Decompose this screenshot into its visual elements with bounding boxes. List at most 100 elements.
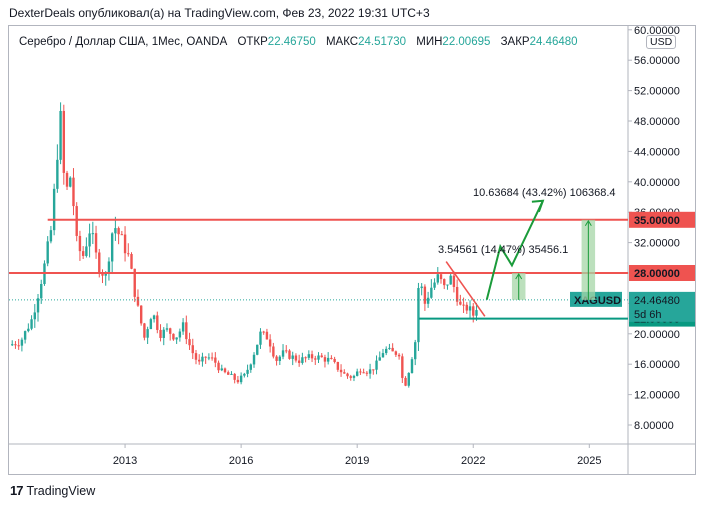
candle-body [143,323,146,338]
candle-body [101,273,104,276]
price-tick-label: 44.00000 [634,146,680,158]
time-tick-label: 2013 [113,455,137,467]
low-label: МИН [416,36,443,48]
candle-body [104,273,107,276]
candle-body [243,373,246,376]
candle-body [472,306,475,316]
candle-body [372,369,375,371]
candle-body [368,369,372,374]
price-tick-label: 40.00000 [634,177,680,189]
candle-body [430,287,433,298]
candle-body [175,337,178,340]
candle-body [59,110,62,160]
candle-body [397,354,401,357]
candle-body [417,288,420,343]
candle-body [336,362,340,370]
candle-body [65,172,69,187]
candle-body [462,304,465,306]
candle-body [252,354,256,365]
candle-body [259,331,262,345]
candle-body [52,188,56,231]
candle-body [62,110,66,173]
candle-body [204,356,207,358]
candle-body [194,353,198,360]
candle-body [185,322,188,340]
candle-body [146,329,149,338]
candle-body [275,356,278,361]
candle-body [281,350,285,357]
candle-body [249,364,252,370]
currency-button[interactable]: USD [646,35,677,49]
high-label: МАКС [325,36,359,48]
candle-body [191,345,194,354]
projection-arrow-head [515,273,523,280]
candle-body [265,331,269,340]
candle-body [152,315,156,320]
candle-body [385,348,388,354]
candle-body [88,233,91,247]
candle-body [333,358,336,363]
candle-body [117,228,120,235]
candle-body [11,344,14,346]
candle-body [14,344,17,346]
candle-body [139,305,143,324]
candle-body [420,286,423,289]
candle-body [310,354,314,359]
candle-body [326,357,330,362]
tradingview-footer: 17 TradingView [10,483,95,498]
candle-body [449,275,452,285]
candle-body [178,331,182,338]
candle-body [33,312,36,320]
candle-body [436,274,439,283]
range-annotation-large: 10.63684 (43.42%) 106368.4 [473,187,616,199]
candle-body [407,372,410,386]
candle-body [40,284,43,299]
time-tick-label: 2019 [345,455,369,467]
candle-body [349,376,352,378]
chart-frame [8,25,696,475]
candle-body [362,372,365,374]
candle-body [27,328,30,332]
candle-body [159,329,162,338]
price-tick-label: 60.00000 [634,25,680,37]
candle-body [297,360,301,363]
candle-body [410,359,414,373]
candle-body [475,310,478,316]
candle-body [375,360,378,370]
candle-body [468,306,472,311]
candle-body [352,375,356,378]
candle-body [278,356,282,361]
candle-body [446,284,449,286]
candle-body [262,331,265,333]
level-tag-bg [629,211,695,228]
instrument-title: Серебро / Доллар США, 1Мес, OANDA [19,36,228,48]
range-annotation-small: 3.54561 (14.47%) 35456.1 [438,244,568,256]
candle-body [227,372,230,375]
candle-body [330,357,333,359]
projection-arrow-head [584,219,592,227]
price-tick-label: 32.00000 [634,238,680,250]
candle-body [133,268,136,297]
candle-body [156,315,159,330]
candle-body [433,282,436,288]
candle-body [17,345,20,347]
price-tick-label: 8.00000 [634,420,674,432]
candle-body [452,275,456,287]
candle-body [165,328,169,330]
candles-group [11,102,478,388]
candle-body [56,159,59,189]
candle-body [91,233,95,235]
candle-body [307,354,311,358]
candle-body [288,350,291,359]
price-tick-label: 12.00000 [634,390,680,402]
level-tag-label: 35.00000 [634,215,680,227]
candle-body [359,371,362,373]
candle-body [98,252,101,274]
projected-path-arrowhead [531,199,545,213]
candle-body [388,347,391,349]
high-value: 24.51730 [358,36,407,48]
candle-body [439,274,443,280]
price-tick-label: 52.00000 [634,86,680,98]
candle-body [210,357,214,359]
